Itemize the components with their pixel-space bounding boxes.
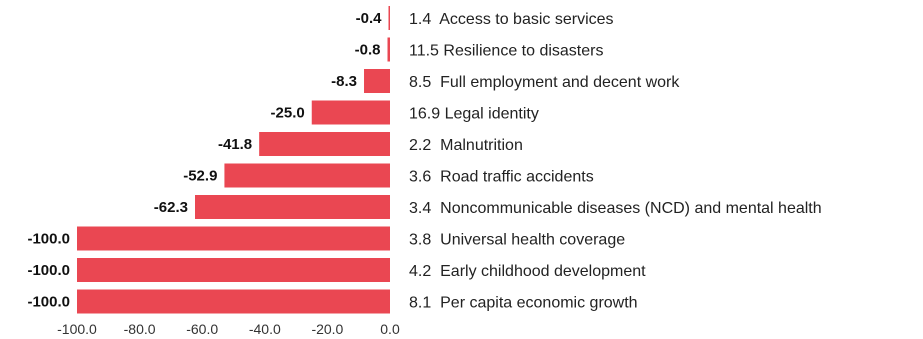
category-label: 8.5 Full employment and decent work [409, 74, 680, 91]
bar [388, 6, 390, 30]
bar-value-label: -8.3 [331, 73, 357, 90]
bar-value-label: -52.9 [183, 168, 217, 185]
x-tick-label: -100.0 [57, 321, 97, 337]
bar-value-label: -62.3 [154, 199, 188, 216]
bars-layer [77, 6, 390, 314]
x-axis-ticks: -100.0 -80.0 -60.0 -40.0 -20.0 0.0 [57, 321, 400, 337]
category-label: 3.6 Road traffic accidents [409, 169, 594, 186]
bar [311, 100, 390, 125]
category-label: 2.2 Malnutrition [409, 137, 523, 154]
bar [387, 37, 390, 62]
bar-value-label: -0.4 [356, 10, 383, 27]
bar [364, 69, 390, 93]
x-tick-label: -80.0 [124, 321, 156, 337]
x-tick-label: -60.0 [186, 321, 218, 337]
bar [77, 226, 390, 251]
category-label: 3.8 Universal health coverage [409, 232, 625, 249]
category-label: 3.4 Noncommunicable diseases (NCD) and m… [409, 200, 822, 217]
x-tick-label: -40.0 [249, 321, 281, 337]
bar-value-label: -100.0 [27, 262, 70, 279]
category-label: 11.5 Resilience to disasters [409, 43, 603, 60]
category-label: 8.1 Per capita economic growth [409, 295, 638, 312]
category-label: 4.2 Early childhood development [409, 263, 646, 280]
bar-value-label: -25.0 [271, 105, 305, 122]
bar-value-label: -100.0 [27, 294, 70, 311]
bar-value-label: -41.8 [218, 136, 252, 153]
category-label: 1.4 Access to basic services [409, 11, 614, 28]
category-label: 16.9 Legal identity [409, 106, 539, 123]
x-tick-label: -20.0 [311, 321, 343, 337]
bar [224, 163, 390, 188]
x-tick-label: 0.0 [380, 321, 400, 337]
bar [77, 289, 390, 314]
bar [77, 258, 390, 282]
labels-layer: -0.4 1.4 Access to basic services -0.8 11.5… [27, 10, 821, 312]
bar-value-label: -0.8 [355, 42, 381, 59]
bar [195, 195, 390, 219]
bar-value-label: -100.0 [27, 231, 70, 248]
bar [259, 132, 390, 156]
